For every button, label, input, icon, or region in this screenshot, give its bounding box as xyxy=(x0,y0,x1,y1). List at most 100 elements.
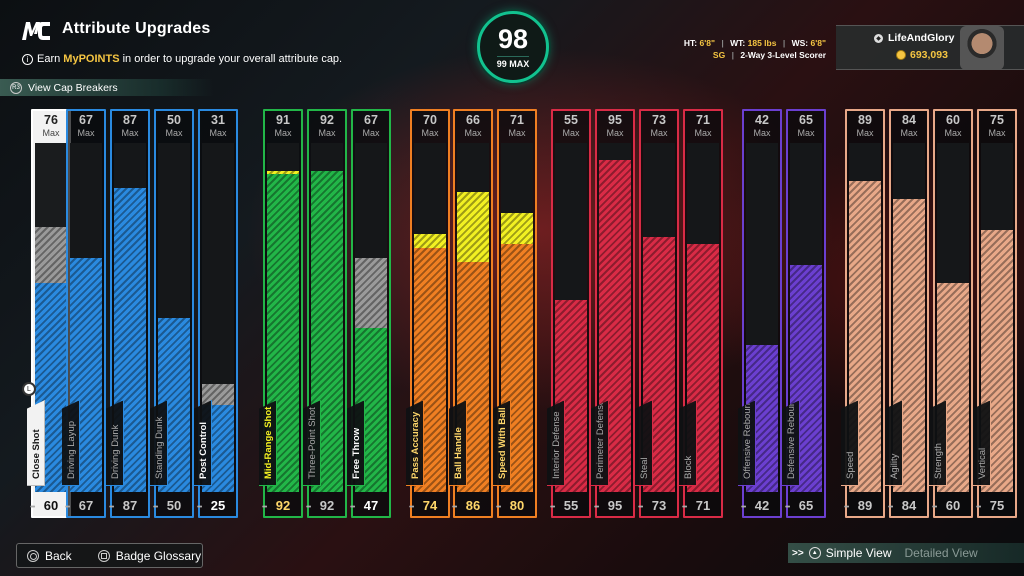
user-card: ◆ LifeAndGlory 693,093 xyxy=(836,25,1024,70)
attribute-dots: ••• xyxy=(153,504,158,511)
avatar xyxy=(960,26,1004,70)
attribute-bar-free-throw[interactable]: 67 Max Free Throw 47 ••• xyxy=(347,109,391,518)
attribute-name-tab: Speed xyxy=(841,400,859,486)
attribute-bar-speed-with-ball[interactable]: 71 Max Speed With Ball 80 ••• xyxy=(493,109,537,518)
attribute-max-label: Max xyxy=(464,128,482,138)
attribute-bar-perimeter-defense[interactable]: 95 Max Perimeter Defense 95 ••• xyxy=(591,109,635,518)
info-icon: i xyxy=(22,53,33,65)
attribute-bar-vertical[interactable]: 75 Max Vertical 75 ••• xyxy=(973,109,1017,518)
attribute-name-tab: Interior Defense xyxy=(547,400,565,486)
attribute-bar-driving-dunk[interactable]: 87 Max Driving Dunk 87 ••• xyxy=(106,109,150,518)
attribute-bar-offensive-rebound[interactable]: 42 Max Offensive Rebound 42 ••• xyxy=(738,109,782,518)
attribute-max-value: 73 xyxy=(652,113,666,127)
attribute-name-tab: Perimeter Defense xyxy=(591,400,609,486)
attribute-name-tab: Speed With Ball xyxy=(493,400,511,486)
attribute-name-tab: Pass Accuracy xyxy=(406,400,424,486)
attribute-max-label: Max xyxy=(606,128,624,138)
attribute-max-label: Max xyxy=(274,128,292,138)
attribute-bar-pass-accuracy[interactable]: 70 Max Pass Accuracy 74 ••• xyxy=(406,109,450,518)
attribute-max-label: Max xyxy=(318,128,336,138)
attribute-dots: ••• xyxy=(682,504,687,511)
attribute-max-value: 84 xyxy=(902,113,916,127)
detailed-view-option[interactable]: Detailed View xyxy=(904,546,978,560)
attribute-dots: ••• xyxy=(350,504,355,511)
attribute-dots: ••• xyxy=(844,504,849,511)
weight-label: WT: xyxy=(730,38,746,48)
circle-button-icon xyxy=(27,549,39,562)
vc-coin-icon xyxy=(896,50,906,60)
attribute-max-label: Max xyxy=(562,128,580,138)
earn-hint: i Earn MyPOINTS in order to upgrade your… xyxy=(22,53,342,65)
attribute-bar-interior-defense[interactable]: 55 Max Interior Defense 55 ••• xyxy=(547,109,591,518)
view-cap-breakers-button[interactable]: R3 View Cap Breakers xyxy=(0,79,214,96)
view-toggle[interactable]: >> ▲ Simple View Detailed View xyxy=(788,543,1024,563)
attribute-max-value: 89 xyxy=(858,113,872,127)
attribute-max-value: 67 xyxy=(364,113,378,127)
attribute-dots: ••• xyxy=(30,504,35,511)
attribute-bar-steal[interactable]: 73 Max Steal 73 ••• xyxy=(635,109,679,518)
attribute-bar-post-control[interactable]: 31 Max Post Control 25 ••• xyxy=(194,109,238,518)
attribute-bar-driving-layup[interactable]: 67 Max Driving Layup 67 ••• xyxy=(62,109,106,518)
attribute-bar-ball-handle[interactable]: 66 Max Ball Handle 86 ••• xyxy=(449,109,493,518)
attribute-fill xyxy=(937,282,969,492)
attribute-bar-strength[interactable]: 60 Max Strength 60 ••• xyxy=(929,109,973,518)
attribute-boost-fill xyxy=(457,191,489,262)
wingspan-value: 6'8" xyxy=(810,38,826,48)
attribute-max-value: 92 xyxy=(320,113,334,127)
attribute-bar-close-shot[interactable]: 76 Max Close Shot L 60 ••• xyxy=(22,109,71,518)
selected-indicator-icon: L xyxy=(22,382,36,396)
attribute-max-label: Max xyxy=(988,128,1006,138)
attribute-fill xyxy=(457,261,489,492)
attribute-max-label: Max xyxy=(797,128,815,138)
attribute-current-value: 73 xyxy=(651,498,667,513)
attribute-dots: ••• xyxy=(594,504,599,511)
back-button[interactable]: Back xyxy=(45,548,72,563)
attribute-current-value: 71 xyxy=(695,498,711,513)
attribute-max-value: 60 xyxy=(946,113,960,127)
simple-view-option[interactable]: Simple View xyxy=(825,546,892,560)
square-button-icon xyxy=(97,549,110,562)
badge-glossary-button[interactable]: Badge Glossary xyxy=(115,548,202,563)
vc-balance: 693,093 xyxy=(910,49,948,61)
weight-value: 185 lbs xyxy=(747,38,777,48)
view-cap-breakers-label: View Cap Breakers xyxy=(28,81,118,94)
attribute-pending-fill xyxy=(35,226,67,283)
attribute-current-value: 60 xyxy=(43,498,59,513)
attribute-current-value: 95 xyxy=(607,498,623,513)
mypoints-highlight: MyPOINTS xyxy=(63,53,120,65)
gamertag: LifeAndGlory xyxy=(888,32,955,44)
attribute-current-value: 92 xyxy=(275,498,291,513)
attribute-track xyxy=(457,143,489,492)
mycareer-logo xyxy=(22,22,50,40)
attribute-name-tab: Driving Dunk xyxy=(106,400,124,486)
attribute-max-value: 31 xyxy=(211,113,225,127)
attribute-dots: ••• xyxy=(197,504,202,511)
attribute-track xyxy=(202,143,234,492)
attribute-current-value: 47 xyxy=(363,498,379,513)
attribute-max-value: 67 xyxy=(79,113,93,127)
attribute-current-value: 55 xyxy=(563,498,579,513)
attribute-max-label: Max xyxy=(900,128,918,138)
attribute-current-value: 60 xyxy=(945,498,961,513)
attribute-current-value: 75 xyxy=(989,498,1005,513)
attribute-bar-standing-dunk[interactable]: 50 Max Standing Dunk 50 ••• xyxy=(150,109,194,518)
attribute-name-tab: Mid-Range Shot xyxy=(259,400,277,486)
attribute-bar-three-point-shot[interactable]: 92 Max Three-Point Shot 92 ••• xyxy=(303,109,347,518)
attribute-dots: ••• xyxy=(638,504,643,511)
attribute-current-value: 89 xyxy=(857,498,873,513)
attribute-bar-agility[interactable]: 84 Max Agility 84 ••• xyxy=(885,109,929,518)
attribute-max-label: Max xyxy=(121,128,139,138)
attribute-dots: ••• xyxy=(550,504,555,511)
attribute-current-value: 87 xyxy=(122,498,138,513)
attribute-bar-block[interactable]: 71 Max Block 71 ••• xyxy=(679,109,723,518)
overall-rating: 98 xyxy=(497,23,529,54)
attribute-bar-mid-range-shot[interactable]: 91 Max Mid-Range Shot 92 ••• xyxy=(259,109,303,518)
attribute-bar-speed[interactable]: 89 Max Speed 89 ••• xyxy=(841,109,885,518)
page-title: Attribute Upgrades xyxy=(62,20,211,37)
attribute-max-label: Max xyxy=(508,128,526,138)
attribute-dots: ••• xyxy=(741,504,746,511)
attribute-bar-defensive-rebound[interactable]: 65 Max Defensive Rebound 65 ••• xyxy=(782,109,826,518)
attribute-current-value: 92 xyxy=(319,498,335,513)
attribute-dots: ••• xyxy=(976,504,981,511)
